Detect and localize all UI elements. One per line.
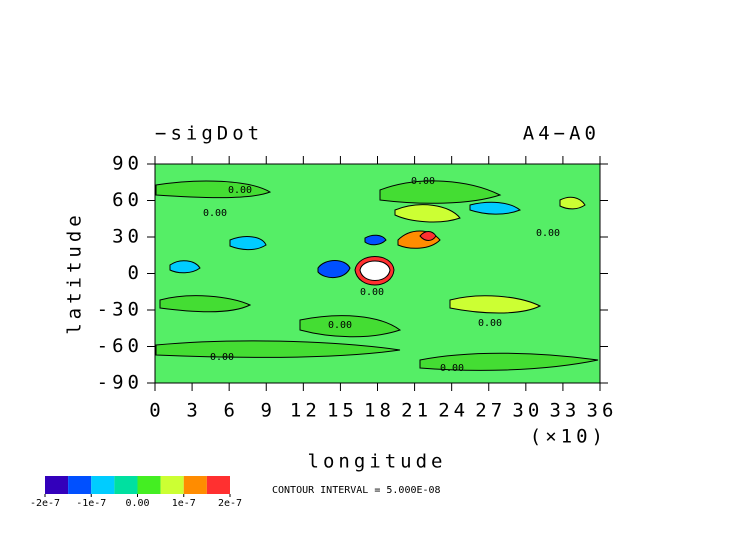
contour-label: 0.00 (440, 363, 464, 374)
contour-label: 0.00 (203, 208, 227, 219)
y-label: latitude (64, 211, 86, 335)
x-label: longitude (308, 451, 447, 473)
y-tick-label: -90 (97, 372, 143, 394)
contour-interval: CONTOUR INTERVAL = 5.000E-08 (272, 485, 441, 496)
y-tick-label: 0 (128, 262, 143, 284)
contour-label: 0.00 (360, 287, 384, 298)
x-tick-label: 0 (149, 400, 164, 422)
x-tick-label: 36 (587, 400, 618, 422)
x-tick-label: 21 (401, 400, 432, 422)
colorbar-label: 1e-7 (172, 498, 196, 509)
contour-patches (155, 180, 599, 371)
title: −sigDot (155, 123, 263, 145)
colorbar-label: 2e-7 (218, 498, 242, 509)
contour-label: 0.00 (478, 318, 502, 329)
colorbar-box (183, 476, 207, 494)
y-tick-label: -30 (97, 299, 143, 321)
x-tick-label: 15 (327, 400, 358, 422)
colorbar-box (114, 476, 138, 494)
contour-label: 0.00 (411, 176, 435, 187)
x-tick-label: 6 (223, 400, 238, 422)
colorbar-box (160, 476, 184, 494)
y-tick-label: -60 (97, 335, 143, 357)
x-tick-label: 30 (512, 400, 543, 422)
colorbar-box (137, 476, 161, 494)
contour-label: 0.00 (228, 185, 252, 196)
colorbar-box (68, 476, 92, 494)
contour-label: 0.00 (328, 320, 352, 331)
x-multiplier: (×10) (530, 426, 607, 448)
colorbar-box (45, 476, 69, 494)
x-tick-label: 3 (186, 400, 201, 422)
colorbar-label: 0.00 (125, 498, 149, 509)
colorbar-label: -1e-7 (76, 498, 106, 509)
contour-label: 0.00 (536, 228, 560, 239)
subtitle: A4−A0 (523, 123, 600, 145)
x-tick-label: 24 (438, 400, 469, 422)
contour-label: 0.00 (210, 352, 234, 363)
colorbar-label: -2e-7 (30, 498, 60, 509)
y-tick-label: 90 (112, 153, 143, 175)
x-tick-label: 9 (261, 400, 276, 422)
x-tick-label: 12 (290, 400, 321, 422)
x-tick-label: 33 (549, 400, 580, 422)
y-tick-label: 30 (112, 226, 143, 248)
colorbar-box (91, 476, 115, 494)
field (155, 164, 600, 383)
x-tick-label: 18 (364, 400, 395, 422)
colorbar-box (206, 476, 230, 494)
x-tick-label: 27 (475, 400, 506, 422)
y-tick-label: 60 (112, 189, 143, 211)
